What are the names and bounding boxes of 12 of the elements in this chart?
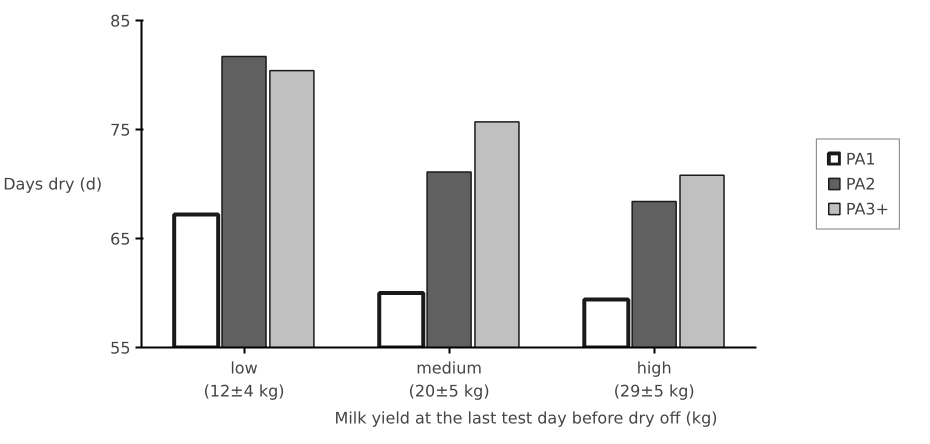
y-axis-title: Days dry (d) xyxy=(3,174,102,194)
x-tick-label: high (29±5 kg) xyxy=(614,358,695,400)
y-tick-label: 65 xyxy=(110,230,130,248)
legend-label: PA3+ xyxy=(846,199,889,218)
y-tick-label: 85 xyxy=(110,12,130,30)
x-axis-title: Milk yield at the last test day before dry off (kg) xyxy=(334,408,718,428)
legend-label: PA1 xyxy=(846,149,876,168)
y-tick-label: 55 xyxy=(110,338,130,358)
x-tick-label: low (12±4 kg) xyxy=(204,358,284,400)
y-tick-label: 75 xyxy=(110,120,130,140)
x-tick-label: medium (20±5 kg) xyxy=(408,358,490,400)
legend-label: PA2 xyxy=(846,174,876,193)
